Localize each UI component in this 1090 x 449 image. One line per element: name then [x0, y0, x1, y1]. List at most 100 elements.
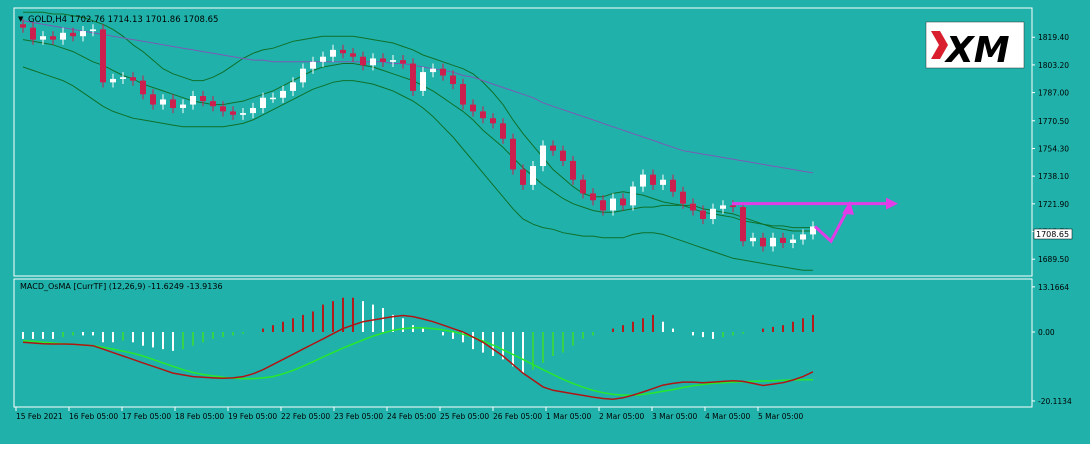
bollinger-bands [22, 11, 813, 271]
bearish-candle [210, 101, 216, 107]
price-tick-label: 1770.50 [1038, 117, 1069, 126]
moving-average [22, 20, 814, 174]
macd-line [22, 314, 814, 400]
logo-red-mark [931, 31, 948, 59]
bearish-candle [620, 198, 626, 206]
bullish-candle [430, 68, 436, 73]
bullish-candle [270, 97, 276, 100]
bullish-candle [240, 113, 246, 115]
bearish-candle [50, 36, 56, 40]
time-tick-label: 16 Feb 05:00 [69, 412, 118, 421]
bearish-candle [170, 99, 176, 108]
bullish-candle [120, 77, 126, 79]
time-tick-label: 17 Feb 05:00 [122, 412, 171, 421]
bearish-candle [490, 118, 496, 124]
bearish-candle [700, 210, 706, 220]
signal-line [22, 327, 814, 396]
time-axis: 15 Feb 2021 16 Feb 05:00 17 Feb 05:00 18 Fe… [15, 407, 804, 421]
bearish-candle [480, 111, 486, 119]
price-tick-label: 1803.20 [1038, 61, 1069, 70]
current-price-box [1033, 228, 1073, 240]
bearish-candle [470, 104, 476, 112]
price-tick-label: 1738.10 [1038, 172, 1069, 181]
macd-histogram [22, 297, 814, 374]
bullish-candle [260, 97, 266, 108]
bullish-candle [280, 90, 286, 98]
bullish-candle [190, 96, 196, 105]
bearish-candle [30, 27, 36, 40]
bearish-candle [590, 193, 596, 201]
macd-tick-label: -20.1134 [1038, 397, 1072, 406]
bullish-candle [800, 234, 806, 240]
bearish-candle [340, 49, 346, 54]
bearish-candle [70, 32, 76, 37]
time-tick-label: 3 Mar 05:00 [652, 412, 698, 421]
price-tick-label: 1689.50 [1038, 255, 1069, 264]
bullish-candle [60, 32, 66, 40]
bearish-candle [740, 207, 746, 242]
bearish-candle [380, 58, 386, 62]
bearish-candle [570, 160, 576, 180]
candlesticks [20, 19, 816, 252]
bearish-candle [100, 29, 106, 83]
bullish-candle [750, 237, 756, 242]
bearish-candle [510, 138, 516, 170]
middle-band-line [22, 39, 813, 232]
bullish-candle [310, 61, 316, 69]
time-tick-label: 19 Feb 05:00 [228, 412, 277, 421]
bearish-candle [550, 145, 556, 151]
xm-logo: XM [925, 21, 1025, 71]
time-tick-label: 4 Mar 05:00 [705, 412, 751, 421]
bullish-candle [420, 72, 426, 91]
bullish-candle [250, 107, 256, 114]
lower-band-line [22, 66, 813, 271]
bullish-candle [370, 58, 376, 66]
bearish-candle [450, 75, 456, 85]
bearish-candle [730, 205, 736, 208]
bullish-candle [660, 179, 666, 185]
bullish-candle [40, 36, 46, 40]
bullish-candle [640, 174, 646, 187]
bearish-candle [220, 106, 226, 112]
bullish-candle [630, 186, 636, 206]
current-price-label: 1708.65 [1036, 230, 1069, 239]
bearish-candle [460, 84, 466, 105]
macd-tick-label: 13.1664 [1038, 283, 1069, 292]
price-tick-label: 1819.40 [1038, 33, 1069, 42]
time-tick-label: 24 Feb 05:00 [387, 412, 436, 421]
bearish-candle [410, 63, 416, 91]
time-tick-label: 2 Mar 05:00 [599, 412, 645, 421]
header-dropdown-icon[interactable]: ▼ [18, 15, 24, 23]
logo-text: XM [944, 30, 1010, 71]
time-tick-label: 18 Feb 05:00 [175, 412, 224, 421]
bullish-candle [80, 31, 86, 37]
macd-header-label: MACD_OsMA [CurrTF] (12,26,9) -11.6249 -1… [20, 282, 223, 291]
bullish-candle [710, 208, 716, 220]
bullish-candle [90, 29, 96, 32]
bullish-candle [540, 145, 546, 167]
time-tick-label: 15 Feb 2021 [16, 412, 63, 421]
time-tick-label: 26 Feb 05:00 [493, 412, 542, 421]
bullish-candle [330, 49, 336, 57]
horizontal-arrow-head [886, 197, 898, 210]
bearish-candle [680, 191, 686, 204]
price-tick-label: 1754.30 [1038, 144, 1069, 153]
bullish-candle [300, 68, 306, 83]
bearish-candle [690, 203, 696, 211]
bearish-candle [360, 56, 366, 66]
time-tick-label: 22 Feb 05:00 [281, 412, 330, 421]
bullish-candle [720, 205, 726, 209]
projection-path [813, 208, 850, 244]
bearish-candle [560, 150, 566, 161]
bearish-candle [580, 179, 586, 194]
bearish-candle [760, 237, 766, 247]
price-tick-label: 1721.90 [1038, 200, 1069, 209]
bearish-candle [520, 169, 526, 185]
main-panel-frame [13, 7, 1033, 277]
bearish-candle [400, 60, 406, 64]
bearish-candle [650, 174, 656, 185]
bullish-candle [530, 166, 536, 185]
macd-lines [22, 314, 814, 400]
